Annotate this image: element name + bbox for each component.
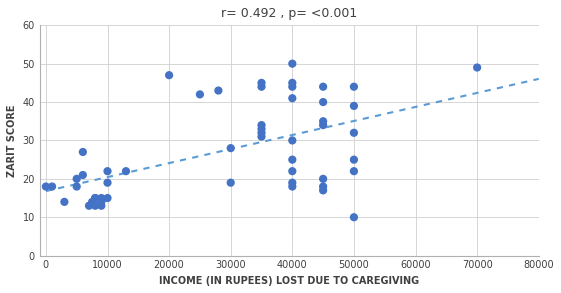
Point	[257, 81, 266, 85]
Point	[319, 123, 328, 127]
Point	[91, 203, 100, 208]
Point	[288, 96, 297, 100]
Point	[226, 180, 235, 185]
Point	[164, 73, 173, 78]
Point	[288, 84, 297, 89]
Point	[79, 150, 88, 154]
Point	[319, 119, 328, 124]
Point	[85, 203, 94, 208]
Point	[319, 176, 328, 181]
Point	[195, 92, 204, 97]
Point	[97, 196, 106, 200]
Point	[226, 146, 235, 151]
Point	[350, 157, 358, 162]
Point	[257, 84, 266, 89]
Point	[97, 200, 106, 204]
Point	[257, 127, 266, 131]
Point	[473, 65, 482, 70]
Point	[288, 138, 297, 143]
Point	[319, 100, 328, 104]
Point	[97, 203, 106, 208]
Point	[350, 103, 358, 108]
Point	[103, 169, 112, 173]
Point	[257, 134, 266, 139]
Title: r= 0.492 , p= <0.001: r= 0.492 , p= <0.001	[221, 7, 357, 20]
Point	[72, 176, 81, 181]
Point	[350, 130, 358, 135]
Point	[103, 180, 112, 185]
Point	[88, 200, 96, 204]
Point	[319, 188, 328, 193]
Point	[288, 180, 297, 185]
Point	[91, 196, 100, 200]
Point	[72, 184, 81, 189]
Point	[350, 84, 358, 89]
Point	[257, 123, 266, 127]
Point	[288, 157, 297, 162]
Point	[103, 196, 112, 200]
Point	[79, 173, 88, 177]
Point	[48, 184, 57, 189]
Point	[42, 184, 50, 189]
Point	[288, 81, 297, 85]
Point	[288, 61, 297, 66]
Point	[122, 169, 131, 173]
Point	[319, 84, 328, 89]
Point	[214, 88, 223, 93]
Point	[257, 130, 266, 135]
Point	[91, 196, 100, 200]
Point	[350, 169, 358, 173]
Point	[60, 200, 69, 204]
Point	[350, 215, 358, 219]
Y-axis label: ZARIT SCORE: ZARIT SCORE	[7, 104, 17, 177]
Point	[288, 184, 297, 189]
Point	[319, 184, 328, 189]
Point	[288, 169, 297, 173]
X-axis label: INCOME (IN RUPEES) LOST DUE TO CAREGIVING: INCOME (IN RUPEES) LOST DUE TO CAREGIVIN…	[159, 276, 419, 286]
